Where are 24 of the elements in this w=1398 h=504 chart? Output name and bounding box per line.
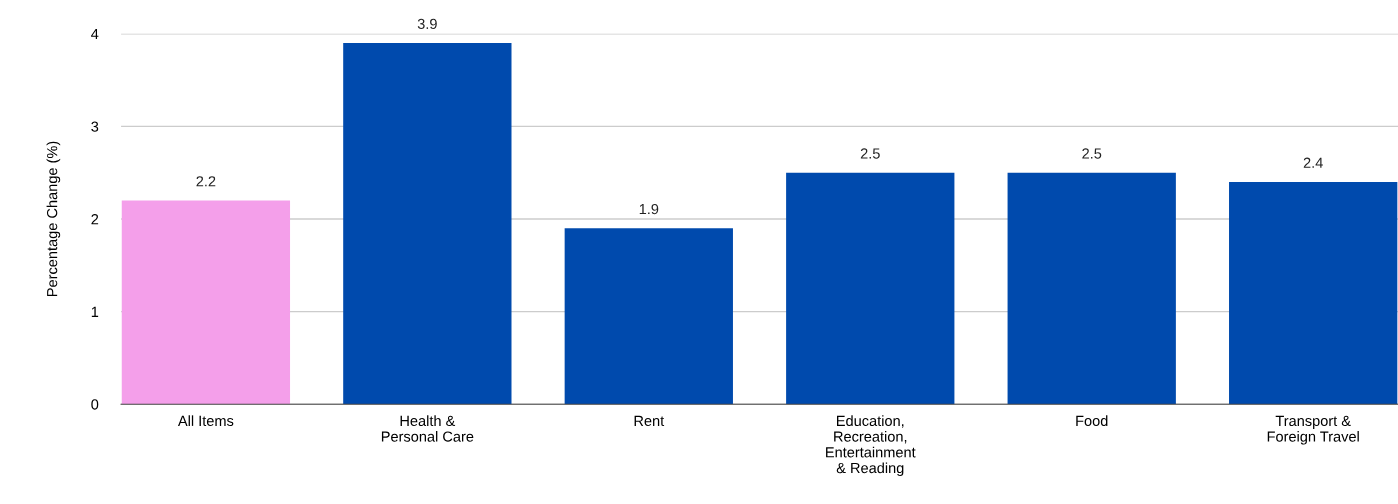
- data-label: 2.4: [1303, 157, 1323, 168]
- x-tick-label: Food: [1076, 415, 1108, 427]
- x-tick-label: Transport & Foreign Travel: [1267, 415, 1359, 445]
- y-tick-label: 0: [91, 399, 99, 410]
- y-tick-label: 1: [91, 306, 99, 317]
- data-label: 2.5: [1082, 148, 1102, 159]
- y-tick-label: 3: [91, 121, 99, 132]
- x-tick-label: Education, Recreation, Entertainment & Reading: [826, 415, 916, 477]
- data-label: 3.9: [417, 18, 437, 30]
- x-tick-label: Health & Personal Care: [381, 415, 474, 442]
- bar: [564, 228, 733, 405]
- bar: [121, 200, 291, 405]
- bar: [1007, 172, 1176, 405]
- bar: [1229, 181, 1398, 405]
- bar: [343, 43, 512, 405]
- x-tick-label: All Items: [177, 415, 234, 427]
- bar: [786, 172, 955, 405]
- y-axis-title: Percentage Change (%): [46, 141, 61, 297]
- data-label: 1.9: [639, 203, 659, 215]
- y-tick-label: 2: [91, 214, 99, 225]
- data-label: 2.5: [860, 148, 880, 159]
- data-label: 2.2: [196, 176, 216, 187]
- y-tick-label: 4: [91, 29, 99, 40]
- x-tick-label: Rent: [634, 415, 665, 427]
